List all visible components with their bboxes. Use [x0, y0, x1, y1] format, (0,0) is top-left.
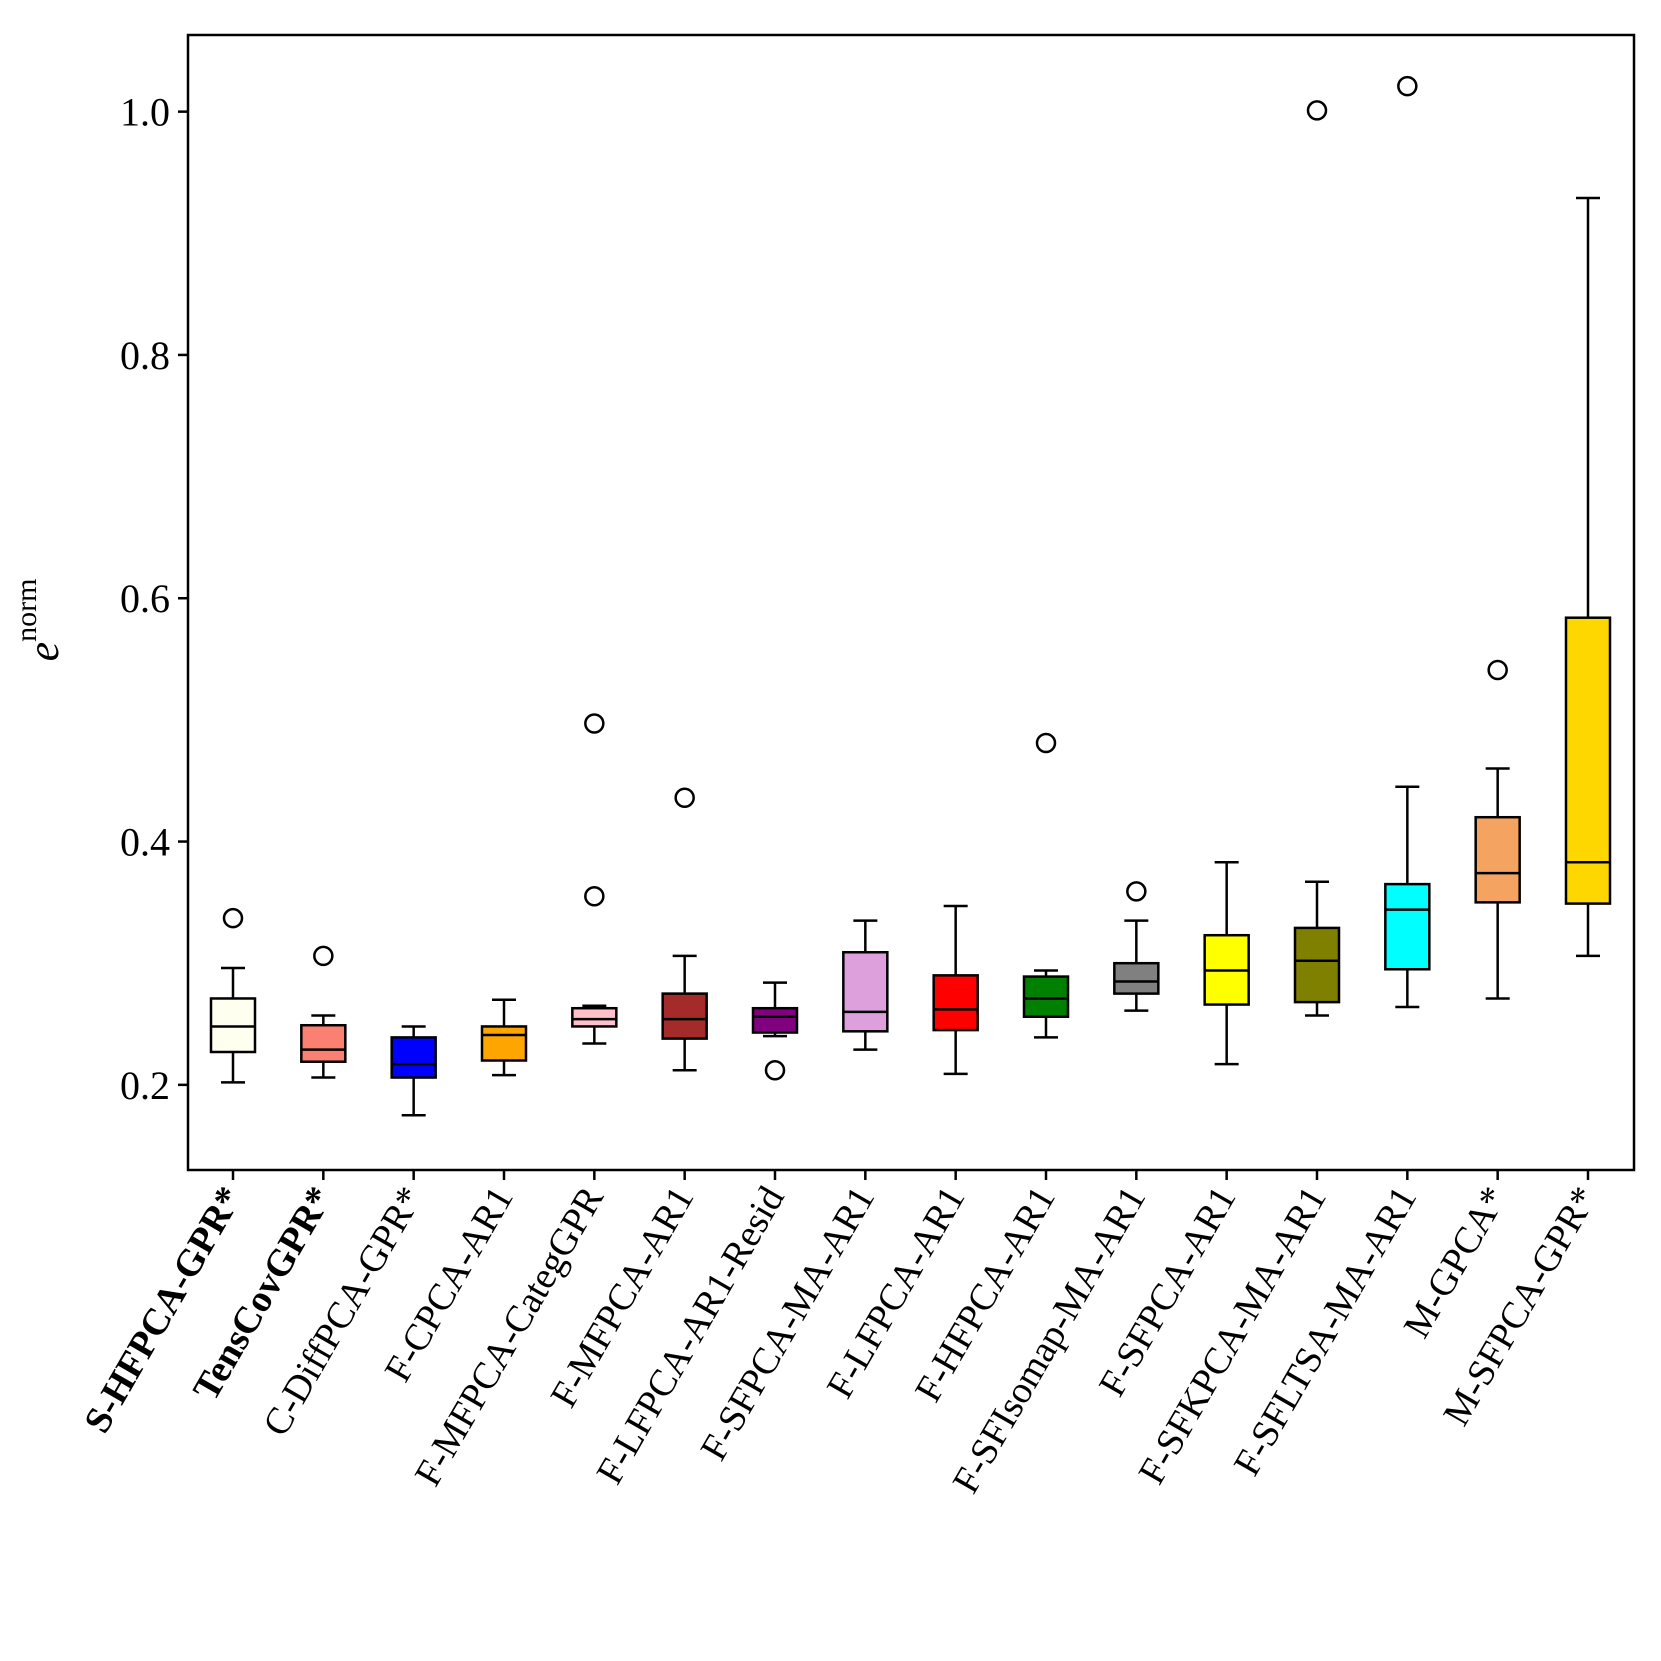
outlier-point — [1306, 100, 1328, 121]
box-14 — [1474, 659, 1521, 1000]
box-13 — [1384, 75, 1431, 1009]
box-12 — [1293, 100, 1341, 1017]
box-7 — [842, 919, 889, 1051]
box-2 — [390, 1025, 437, 1117]
outlier-point — [1397, 75, 1418, 97]
boxes-group — [209, 75, 1612, 1117]
box-body — [1293, 926, 1341, 1004]
y-tick-label: 0.4 — [120, 820, 170, 865]
y-tick-label: 0.2 — [120, 1063, 170, 1108]
box-3 — [480, 998, 528, 1077]
y-tick-label: 1.0 — [120, 90, 170, 135]
box-0 — [209, 907, 257, 1084]
box-body — [1564, 616, 1612, 905]
box-9 — [1022, 732, 1070, 1039]
box-8 — [932, 904, 979, 1076]
y-tick-label: 0.6 — [120, 576, 170, 621]
outlier-point — [764, 1059, 786, 1081]
box-body — [1022, 975, 1070, 1018]
box-body — [1474, 815, 1521, 904]
box-6 — [751, 981, 799, 1081]
box-15 — [1564, 196, 1612, 958]
outlier-point — [222, 907, 244, 929]
plot-frame — [186, 33, 1636, 1172]
box-10 — [1113, 881, 1160, 1012]
y-tick-label: 0.8 — [120, 333, 170, 378]
box-body — [932, 974, 979, 1032]
box-body — [1113, 961, 1160, 995]
outlier-point — [674, 787, 695, 808]
outlier-point — [584, 886, 605, 907]
outlier-point — [1487, 659, 1508, 681]
box-body — [661, 992, 708, 1040]
box-4 — [571, 713, 618, 1045]
y-axis-title-base: e — [19, 642, 68, 662]
x-axis: S-HFPCA-GPR*TensCovGPR*C-DiffPCA-GPR*F-C… — [76, 1170, 1606, 1500]
box-11 — [1203, 860, 1250, 1066]
outlier-point — [1035, 732, 1057, 754]
box-body — [1384, 882, 1431, 971]
box-body — [751, 1006, 799, 1034]
outlier-point — [1126, 881, 1147, 902]
box-5 — [661, 787, 708, 1072]
box-1 — [300, 945, 347, 1079]
box-body — [842, 950, 889, 1033]
outlier-point — [313, 945, 334, 967]
y-axis-title: enorm — [10, 579, 68, 662]
box-body — [300, 1023, 347, 1063]
y-axis: 0.2 0.4 0.6 0.8 1.0 — [120, 90, 188, 1108]
y-axis-title-superscript: norm — [10, 579, 43, 642]
box-body — [390, 1036, 437, 1079]
box-body — [480, 1025, 528, 1062]
outlier-point — [584, 713, 605, 734]
plot-background — [188, 35, 1634, 1170]
box-body — [571, 1006, 618, 1028]
